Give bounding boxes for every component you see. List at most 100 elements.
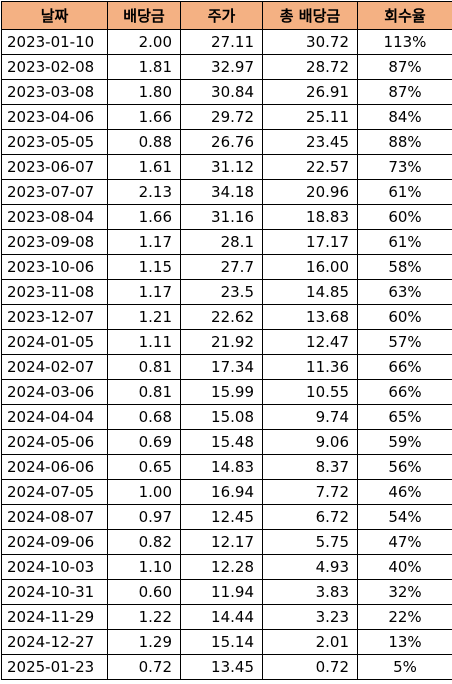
table-cell: 0.81 xyxy=(108,380,181,405)
table-cell: 1.80 xyxy=(108,80,181,105)
table-cell: 2024-10-31 xyxy=(2,580,108,605)
header-cell: 총 배당금 xyxy=(263,2,358,30)
table-cell: 1.11 xyxy=(108,330,181,355)
table-cell: 1.17 xyxy=(108,230,181,255)
table-cell: 2025-01-23 xyxy=(2,655,108,680)
table-cell: 56% xyxy=(358,455,452,480)
table-cell: 60% xyxy=(358,305,452,330)
table-cell: 11.94 xyxy=(181,580,263,605)
table-cell: 23.45 xyxy=(263,130,358,155)
table-cell: 14.85 xyxy=(263,280,358,305)
table-cell: 27.7 xyxy=(181,255,263,280)
table-cell: 2.00 xyxy=(108,30,181,55)
table-cell: 0.72 xyxy=(263,655,358,680)
table-cell: 9.06 xyxy=(263,430,358,455)
table-cell: 3.83 xyxy=(263,580,358,605)
table-cell: 2024-05-06 xyxy=(2,430,108,455)
table-cell: 46% xyxy=(358,480,452,505)
table-cell: 14.44 xyxy=(181,605,263,630)
table-cell: 0.65 xyxy=(108,455,181,480)
table-cell: 87% xyxy=(358,80,452,105)
table-cell: 4.93 xyxy=(263,555,358,580)
table-cell: 5% xyxy=(358,655,452,680)
table-cell: 0.60 xyxy=(108,580,181,605)
table-cell: 12.28 xyxy=(181,555,263,580)
table-cell: 17.34 xyxy=(181,355,263,380)
table-cell: 12.47 xyxy=(263,330,358,355)
table-cell: 0.68 xyxy=(108,405,181,430)
table-cell: 1.66 xyxy=(108,105,181,130)
table-cell: 0.69 xyxy=(108,430,181,455)
table-cell: 30.72 xyxy=(263,30,358,55)
table-cell: 2023-03-08 xyxy=(2,80,108,105)
table-cell: 2024-09-06 xyxy=(2,530,108,555)
table-cell: 13.68 xyxy=(263,305,358,330)
header-cell: 배당금 xyxy=(108,2,181,30)
table-cell: 30.84 xyxy=(181,80,263,105)
table-cell: 2024-03-06 xyxy=(2,380,108,405)
table-cell: 63% xyxy=(358,280,452,305)
table-cell: 7.72 xyxy=(263,480,358,505)
table-cell: 18.83 xyxy=(263,205,358,230)
table-cell: 22.57 xyxy=(263,155,358,180)
table-cell: 28.1 xyxy=(181,230,263,255)
table-cell: 2023-10-06 xyxy=(2,255,108,280)
table-cell: 2023-11-08 xyxy=(2,280,108,305)
header-cell: 주가 xyxy=(181,2,263,30)
table-cell: 13% xyxy=(358,630,452,655)
table-cell: 22% xyxy=(358,605,452,630)
table-cell: 5.75 xyxy=(263,530,358,555)
table-cell: 22.62 xyxy=(181,305,263,330)
table-cell: 2023-01-10 xyxy=(2,30,108,55)
table-cell: 29.72 xyxy=(181,105,263,130)
table-cell: 21.92 xyxy=(181,330,263,355)
table-cell: 1.00 xyxy=(108,480,181,505)
table-cell: 1.17 xyxy=(108,280,181,305)
table-cell: 2024-01-05 xyxy=(2,330,108,355)
table-cell: 73% xyxy=(358,155,452,180)
table-cell: 2023-05-05 xyxy=(2,130,108,155)
table-cell: 2024-08-07 xyxy=(2,505,108,530)
table-cell: 87% xyxy=(358,55,452,80)
table-cell: 15.48 xyxy=(181,430,263,455)
table-cell: 0.82 xyxy=(108,530,181,555)
table-cell: 2023-07-07 xyxy=(2,180,108,205)
table-cell: 12.17 xyxy=(181,530,263,555)
table-cell: 2024-07-05 xyxy=(2,480,108,505)
table-cell: 2023-06-07 xyxy=(2,155,108,180)
table-cell: 65% xyxy=(358,405,452,430)
table-cell: 2.01 xyxy=(263,630,358,655)
table-cell: 34.18 xyxy=(181,180,263,205)
table-cell: 17.17 xyxy=(263,230,358,255)
table-cell: 11.36 xyxy=(263,355,358,380)
table-cell: 2024-10-03 xyxy=(2,555,108,580)
table-cell: 2023-09-08 xyxy=(2,230,108,255)
table-cell: 59% xyxy=(358,430,452,455)
table-cell: 31.12 xyxy=(181,155,263,180)
table-cell: 1.22 xyxy=(108,605,181,630)
table-cell: 2023-04-06 xyxy=(2,105,108,130)
table-cell: 1.61 xyxy=(108,155,181,180)
table-cell: 57% xyxy=(358,330,452,355)
table-cell: 47% xyxy=(358,530,452,555)
table-cell: 12.45 xyxy=(181,505,263,530)
